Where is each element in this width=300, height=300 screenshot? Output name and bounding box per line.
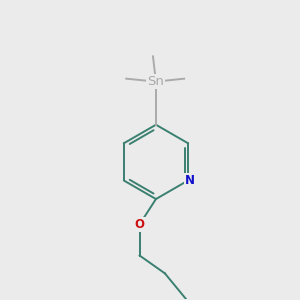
Text: O: O: [135, 218, 145, 231]
Text: N: N: [185, 174, 195, 187]
Text: Sn: Sn: [148, 75, 164, 88]
